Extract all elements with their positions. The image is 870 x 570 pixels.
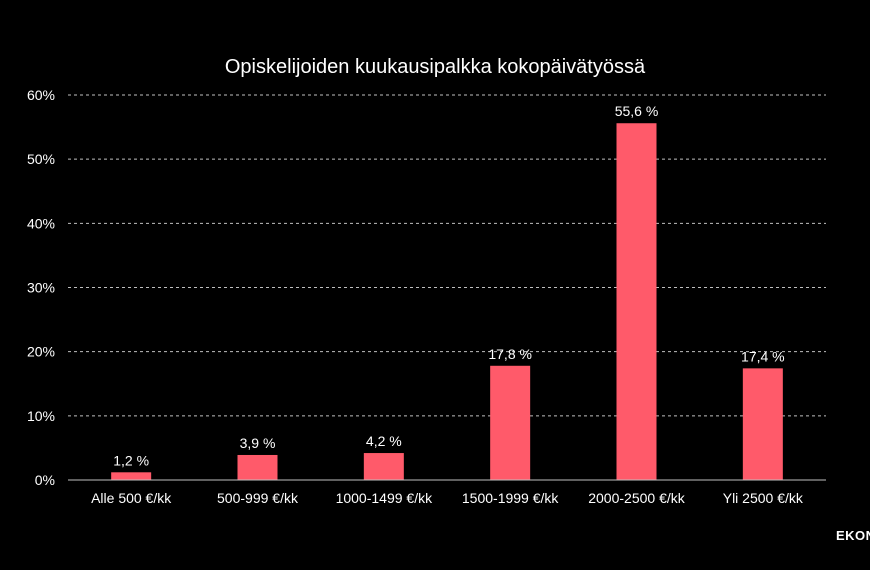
y-tick-label: 0% bbox=[35, 472, 55, 488]
x-axis-ticks: Alle 500 €/kk 500-999 €/kk 1000-1499 €/kk 1… bbox=[91, 490, 804, 506]
bars bbox=[111, 123, 783, 480]
gridlines bbox=[68, 94, 826, 417]
data-label: 17,8 % bbox=[488, 346, 532, 362]
bar bbox=[363, 453, 404, 480]
bar bbox=[490, 365, 531, 480]
y-tick-label: 10% bbox=[27, 408, 55, 424]
chart-title: Opiskelijoiden kuukausipalkka kokopäivät… bbox=[224, 56, 646, 78]
y-tick-label: 40% bbox=[27, 215, 55, 231]
bar bbox=[111, 472, 152, 480]
brand-logo: EKON bbox=[836, 528, 870, 543]
x-tick-label: Alle 500 €/kk bbox=[91, 490, 172, 506]
x-tick-label: 2000-2500 €/kk bbox=[588, 490, 686, 506]
y-axis-ticks: 0% 10% 20% 30% 40% 50% 60% bbox=[27, 87, 55, 488]
y-tick-label: 30% bbox=[27, 280, 55, 296]
x-tick-label: 1000-1499 €/kk bbox=[336, 490, 434, 506]
x-tick-label: Yli 2500 €/kk bbox=[723, 490, 804, 506]
data-label: 1,2 % bbox=[113, 452, 149, 468]
y-tick-label: 50% bbox=[27, 151, 55, 167]
bar bbox=[742, 368, 783, 480]
data-labels: 1,2 % 3,9 % 4,2 % 17,8 % 55,6 % 17,4 % bbox=[113, 103, 784, 468]
data-label: 55,6 % bbox=[615, 103, 659, 119]
data-label: 4,2 % bbox=[366, 433, 402, 449]
x-tick-label: 1500-1999 €/kk bbox=[462, 490, 560, 506]
x-tick-label: 500-999 €/kk bbox=[217, 490, 299, 506]
y-tick-label: 20% bbox=[27, 344, 55, 360]
y-tick-label: 60% bbox=[27, 87, 55, 103]
bar bbox=[616, 123, 657, 480]
data-label: 17,4 % bbox=[741, 348, 785, 364]
data-label: 3,9 % bbox=[240, 435, 276, 451]
bar bbox=[237, 454, 278, 480]
